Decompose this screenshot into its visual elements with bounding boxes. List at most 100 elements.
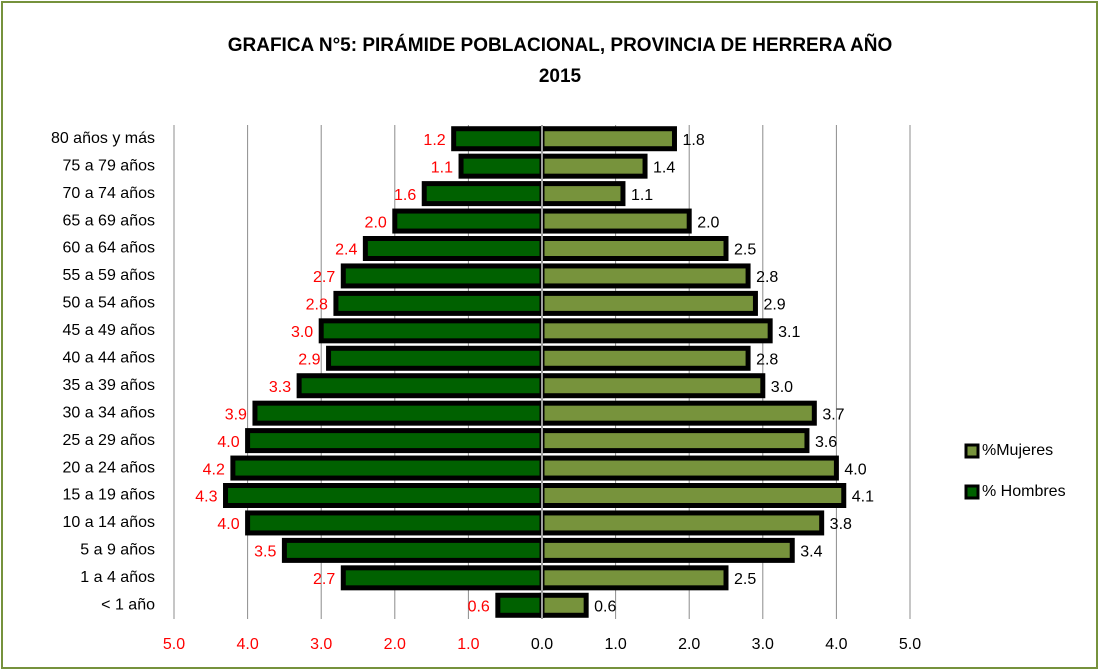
x-tick-label: 4.0	[825, 636, 847, 653]
value-label: 2.5	[734, 242, 756, 259]
value-label: 4.0	[217, 434, 239, 451]
value-label: 4.0	[217, 516, 239, 533]
value-label: 3.1	[778, 324, 800, 341]
y-tick-label: 5 a 9 años	[80, 542, 155, 559]
bar	[539, 153, 648, 179]
value-label: 1.8	[682, 132, 704, 149]
bar	[245, 428, 545, 454]
value-label: 4.1	[852, 489, 874, 506]
value-label: 3.4	[800, 544, 822, 561]
chart-title: GRAFICA N°5: PIRÁMIDE POBLACIONAL, PROVI…	[228, 34, 893, 56]
value-label: 1.6	[394, 187, 416, 204]
bar	[340, 565, 545, 591]
bar	[230, 455, 545, 481]
legend-swatch	[964, 443, 980, 459]
value-label: 2.9	[763, 297, 785, 314]
bar	[252, 400, 545, 426]
bar	[245, 510, 545, 536]
bar	[539, 373, 766, 399]
y-tick-label: 1 a 4 años	[80, 569, 155, 586]
chart-title: 2015	[539, 66, 582, 87]
bar	[539, 236, 729, 261]
legend-label: %Mujeres	[982, 442, 1053, 459]
value-label: 3.6	[815, 434, 837, 451]
y-tick-label: 80 años y más	[51, 130, 155, 147]
bar	[223, 483, 545, 508]
bar	[539, 455, 839, 481]
bar	[539, 318, 773, 344]
value-label: 3.3	[269, 379, 291, 396]
y-tick-label: 55 a 59 años	[62, 267, 155, 284]
bar	[539, 565, 729, 591]
value-label: 0.6	[468, 598, 490, 615]
x-tick-label: 1.0	[457, 636, 479, 653]
x-tick-label: 5.0	[899, 636, 921, 653]
bar	[296, 373, 545, 399]
y-tick-label: < 1 año	[101, 596, 155, 613]
bar	[340, 263, 545, 289]
x-tick-label: 1.0	[604, 636, 626, 653]
bar	[539, 428, 810, 454]
value-label: 3.0	[291, 324, 313, 341]
x-tick-label: 5.0	[163, 636, 185, 653]
bar	[318, 318, 545, 344]
bar	[539, 345, 751, 371]
bar	[539, 400, 817, 426]
value-label: 3.5	[254, 544, 276, 561]
value-label: 1.1	[431, 159, 453, 176]
value-label: 3.8	[830, 516, 852, 533]
y-tick-label: 70 a 74 años	[62, 185, 155, 202]
bar	[539, 483, 847, 508]
y-tick-label: 40 a 44 años	[62, 349, 155, 366]
value-label: 4.2	[203, 461, 225, 478]
y-tick-label: 45 a 49 años	[62, 322, 155, 339]
y-tick-label: 75 a 79 años	[62, 157, 155, 174]
value-label: 2.9	[298, 351, 320, 368]
value-label: 1.2	[423, 132, 445, 149]
value-label: 2.8	[756, 269, 778, 286]
bar	[539, 263, 751, 289]
bar	[539, 181, 626, 207]
x-tick-label: 3.0	[310, 636, 332, 653]
bar	[392, 208, 545, 234]
value-label: 2.7	[313, 571, 335, 588]
value-label: 3.0	[771, 379, 793, 396]
bar	[539, 510, 825, 536]
y-tick-label: 15 a 19 años	[62, 487, 155, 504]
bar	[539, 592, 589, 618]
value-label: 0.6	[594, 598, 616, 615]
y-tick-label: 20 a 24 años	[62, 459, 155, 476]
value-label: 2.8	[756, 351, 778, 368]
x-tick-label: 4.0	[236, 636, 258, 653]
y-tick-label: 60 a 64 años	[62, 240, 155, 257]
value-label: 3.9	[225, 406, 247, 423]
value-label: 1.4	[653, 159, 675, 176]
bar	[539, 290, 758, 316]
y-tick-label: 10 a 14 años	[62, 514, 155, 531]
value-label: 1.1	[631, 187, 653, 204]
bar	[281, 537, 545, 563]
bar	[362, 236, 545, 261]
bar	[495, 592, 545, 618]
value-label: 2.0	[697, 214, 719, 231]
bar	[539, 126, 677, 152]
y-tick-label: 50 a 54 años	[62, 295, 155, 312]
y-tick-label: 35 a 39 años	[62, 377, 155, 394]
value-label: 2.0	[365, 214, 387, 231]
value-label: 3.7	[822, 406, 844, 423]
bar	[421, 181, 545, 207]
bar	[539, 537, 795, 563]
y-tick-label: 25 a 29 años	[62, 432, 155, 449]
x-tick-label: 3.0	[752, 636, 774, 653]
value-label: 4.0	[844, 461, 866, 478]
bar	[451, 126, 545, 152]
y-tick-label: 30 a 34 años	[62, 404, 155, 421]
value-label: 4.3	[195, 489, 217, 506]
bar	[333, 290, 545, 316]
x-tick-label: 0.0	[531, 636, 553, 653]
value-label: 2.7	[313, 269, 335, 286]
legend-label: % Hombres	[982, 483, 1066, 500]
bar	[539, 208, 692, 234]
x-tick-label: 2.0	[678, 636, 700, 653]
